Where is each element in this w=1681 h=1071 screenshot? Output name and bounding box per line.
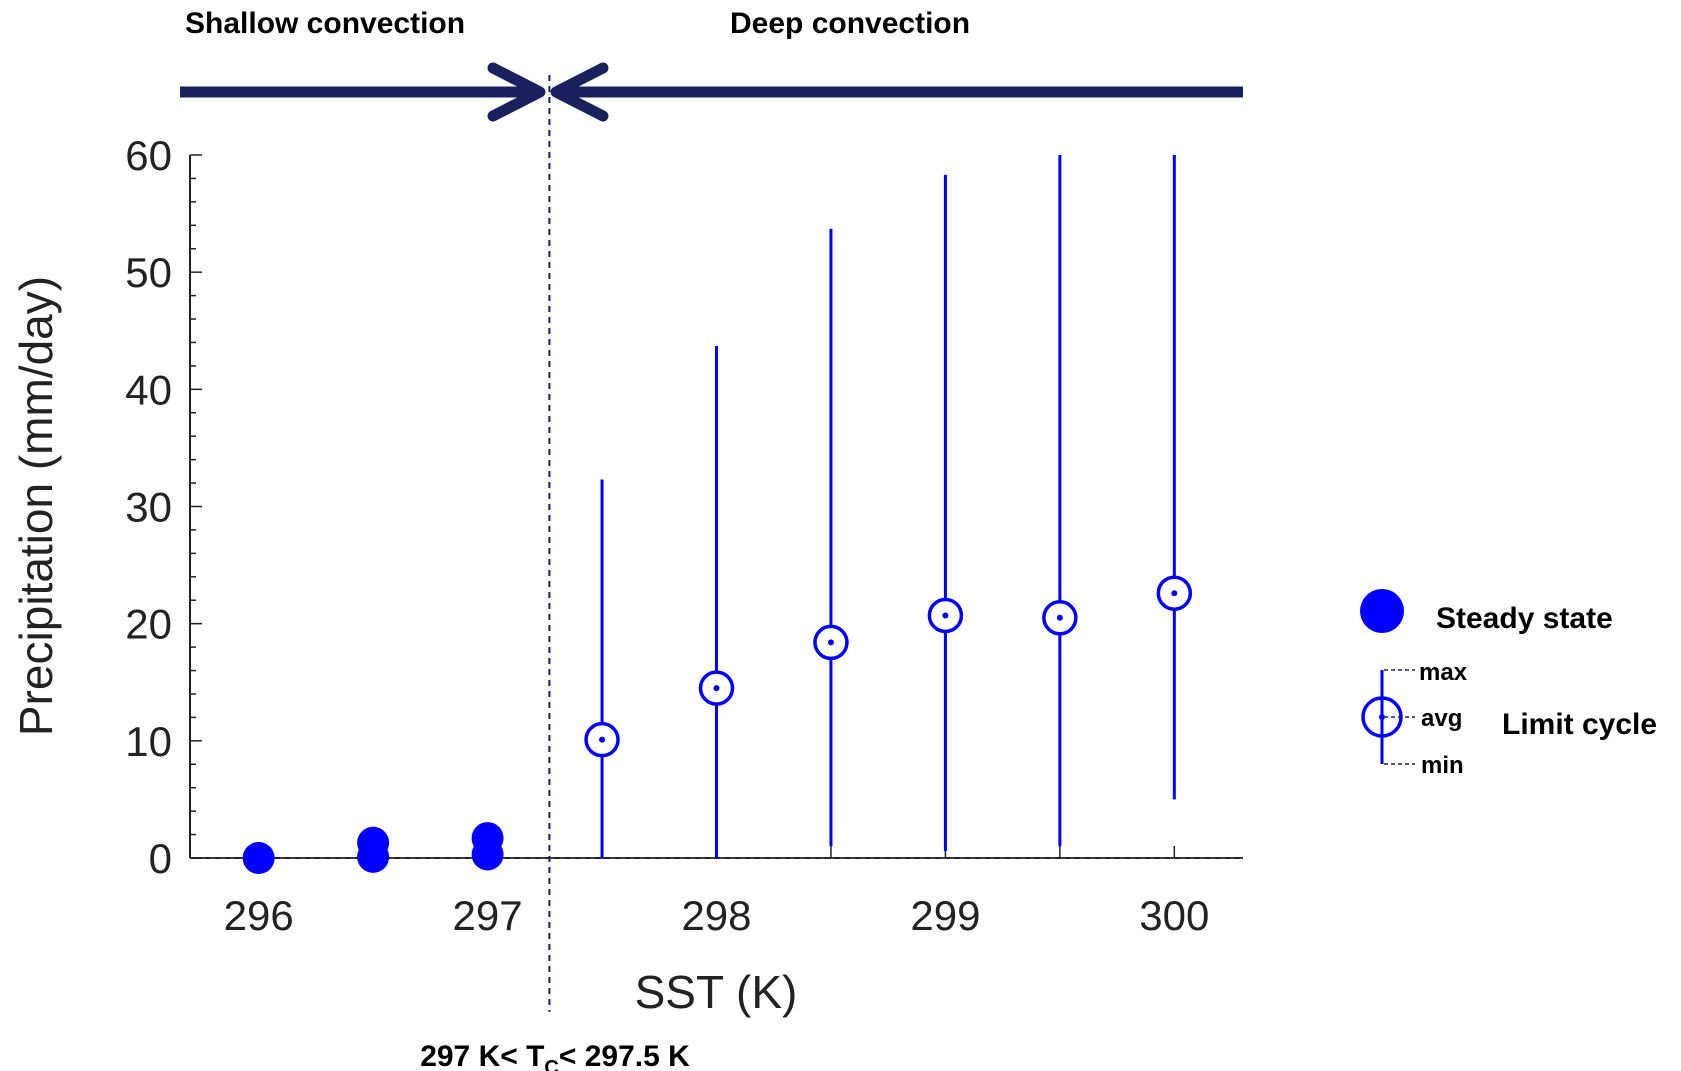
limit-cycle-avg-dot <box>827 639 834 646</box>
legend-min-label: min <box>1421 752 1464 779</box>
y-tick-label: 20 <box>125 601 172 648</box>
x-tick-label: 298 <box>681 892 751 939</box>
legend-limit-label: Limit cycle <box>1502 708 1657 741</box>
deep-arrow-head <box>550 62 609 122</box>
limit-cycle-avg-dot <box>1171 590 1178 597</box>
steady-state-point <box>357 840 390 873</box>
steady-state-point <box>242 842 275 874</box>
y-tick-label: 10 <box>125 718 172 765</box>
limit-cycle-avg-dot <box>599 736 606 743</box>
y-tick-label: 30 <box>125 484 172 531</box>
y-tick-label: 0 <box>149 835 172 882</box>
x-tick-label: 300 <box>1139 892 1209 939</box>
legend-avg-label: avg <box>1421 705 1462 732</box>
shallow-arrow-head <box>487 62 546 122</box>
legend-max-label: max <box>1419 659 1468 686</box>
threshold-label-sub: C <box>544 1057 558 1071</box>
x-ticks: 296 297 298 299 300 <box>224 846 1209 939</box>
legend: Steady state max avg min Limit cycle <box>1360 589 1657 779</box>
limit-cycle-avg-dot <box>713 685 720 692</box>
axes: 0 10 20 30 40 50 60 296 297 298 299 300 SST (K) Pr… <box>10 132 1243 1018</box>
deep-convection-label: Deep convection <box>730 7 970 40</box>
y-tick-label: 50 <box>125 249 172 296</box>
y-tick-label: 60 <box>125 132 172 179</box>
steady-state-point <box>471 838 504 871</box>
x-tick-label: 296 <box>224 892 294 939</box>
y-ticks: 0 10 20 30 40 50 60 <box>125 132 202 882</box>
limit-cycle-avg-dot <box>942 612 949 619</box>
x-axis-title: SST (K) <box>635 966 798 1018</box>
legend-steady-label: Steady state <box>1436 602 1613 635</box>
y-axis-title: Precipitation (mm/day) <box>10 276 62 736</box>
threshold-label-pre: 297 K< T <box>420 1040 544 1071</box>
shallow-convection-label: Shallow convection <box>185 7 465 40</box>
x-tick-label: 297 <box>453 892 523 939</box>
x-tick-label: 299 <box>910 892 980 939</box>
legend-limit-avg-dot <box>1379 714 1385 720</box>
threshold-label-post: < 297.5 K <box>559 1040 690 1071</box>
threshold-label: 297 K< TC< 297.5 K <box>420 1040 690 1071</box>
limit-cycle-avg-dot <box>1056 614 1063 621</box>
y-tick-label: 40 <box>125 366 172 413</box>
data-layer <box>242 155 1193 874</box>
regime-annotations: Shallow convection Deep convection <box>180 7 1243 122</box>
legend-steady-marker <box>1360 589 1404 633</box>
